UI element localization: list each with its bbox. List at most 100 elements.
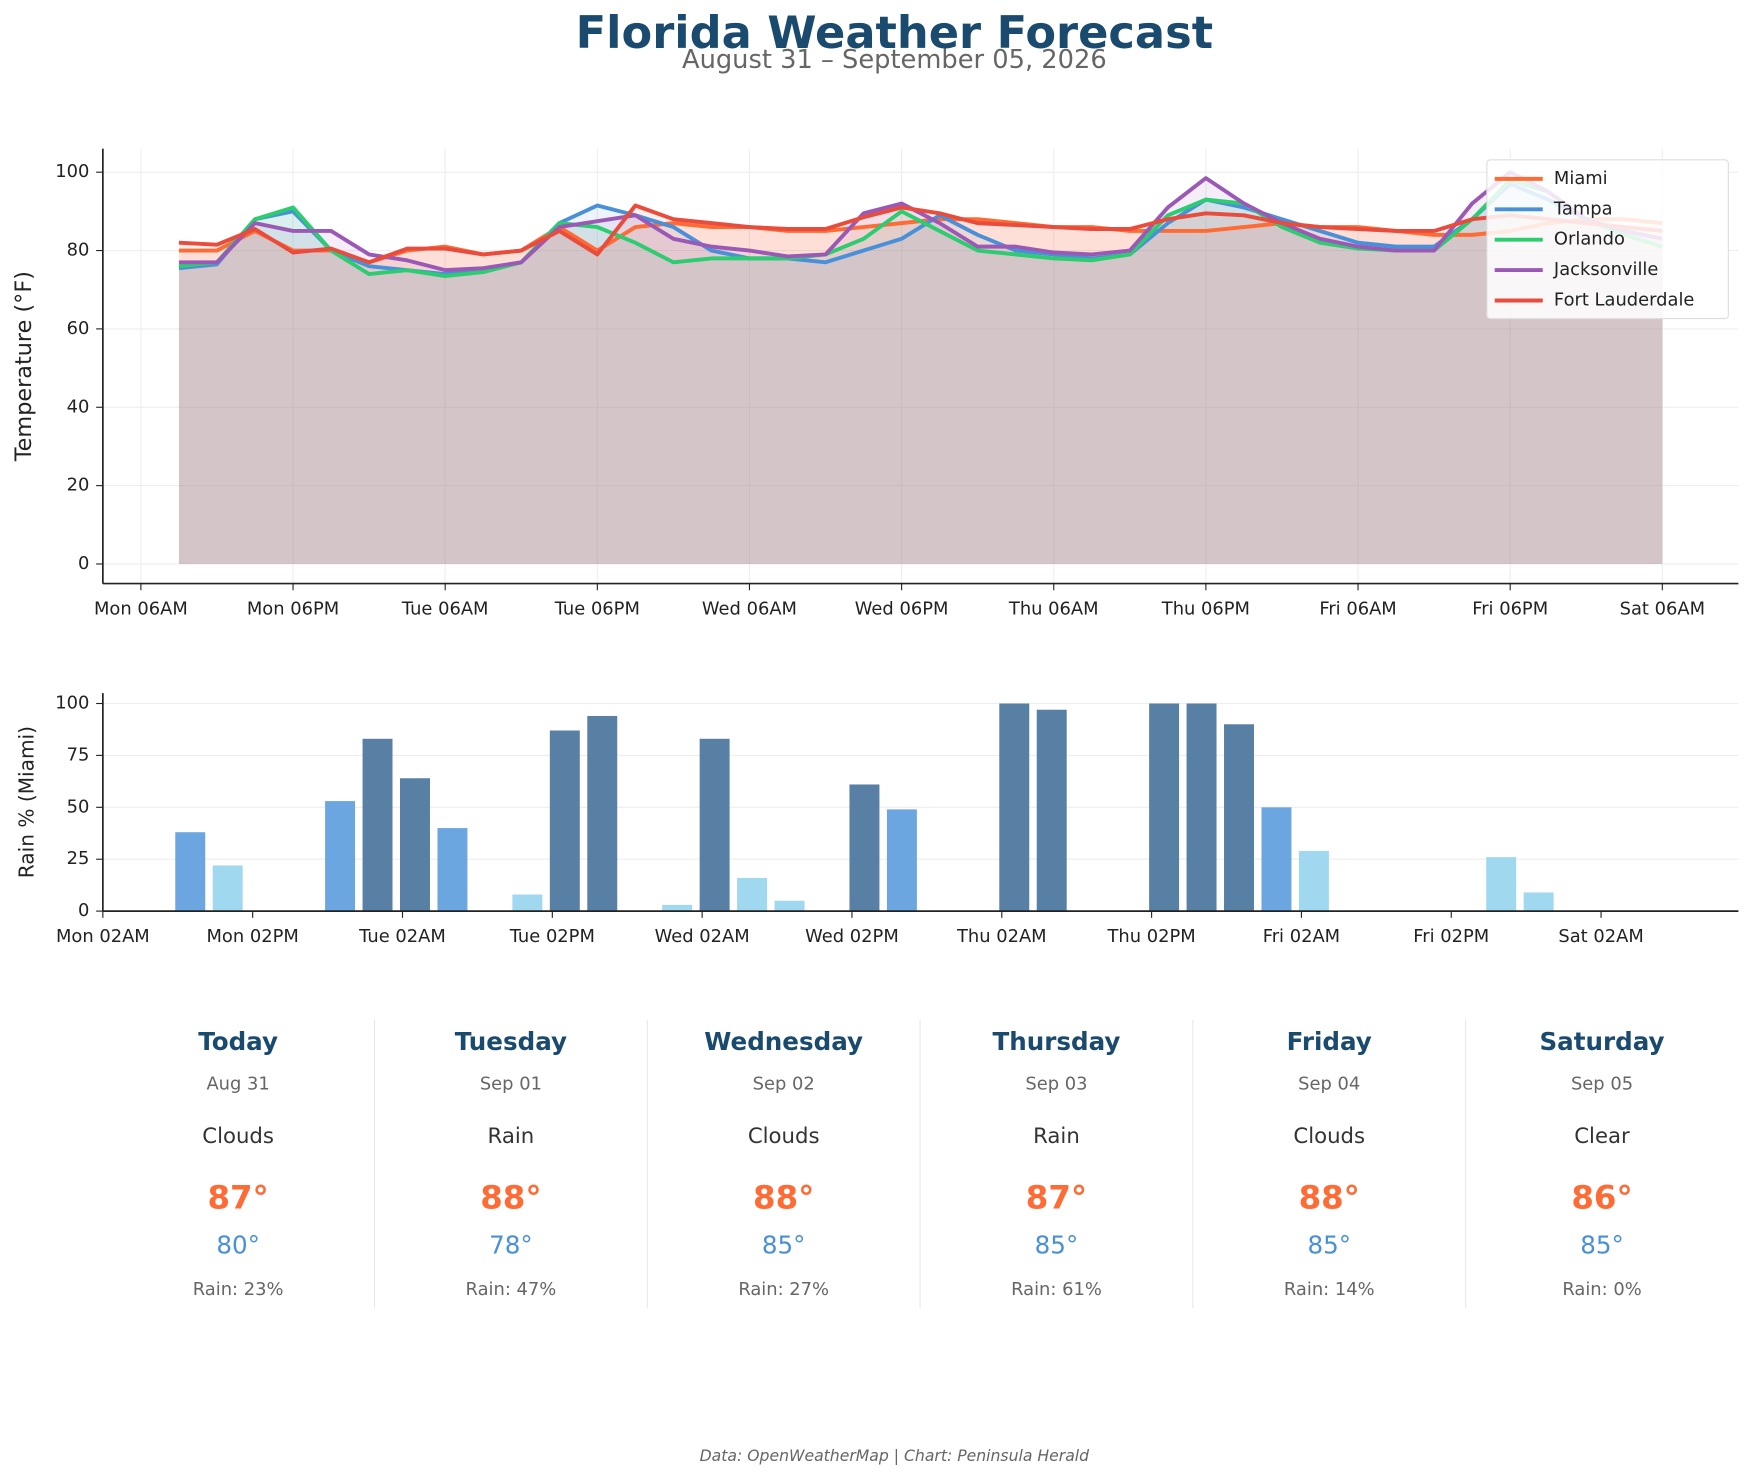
rain-bar bbox=[1224, 724, 1254, 912]
title: Florida Weather Forecast bbox=[576, 6, 1213, 59]
rain-bar bbox=[400, 778, 430, 912]
temp-area bbox=[178, 180, 1663, 564]
temp-area bbox=[178, 172, 1663, 564]
rain-bar bbox=[999, 703, 1030, 912]
rain-bar bbox=[549, 730, 580, 912]
card-low: 85° bbox=[762, 1230, 806, 1259]
card-rain: Rain: 14% bbox=[1284, 1279, 1375, 1300]
legend: Miami Tampa Orlando Jacksonville Fort Lauder… bbox=[1486, 159, 1729, 320]
card-day: Wednesday bbox=[704, 1027, 863, 1056]
y-tick-label: 20 bbox=[67, 475, 90, 496]
rain-bar bbox=[1486, 857, 1517, 912]
y-tick-label: 50 bbox=[67, 796, 90, 817]
x-tick-label: Mon 02PM bbox=[207, 926, 299, 947]
x-tick-label: Mon 06AM bbox=[94, 598, 188, 619]
x-tick-label: Tue 06PM bbox=[554, 598, 640, 619]
card-date: Sep 01 bbox=[480, 1073, 542, 1094]
rain-bar bbox=[1036, 709, 1067, 912]
card-low: 85° bbox=[1580, 1230, 1624, 1259]
card-day: Saturday bbox=[1539, 1027, 1664, 1056]
y-tick-label: 100 bbox=[55, 161, 89, 182]
x-tick-label: Wed 02AM bbox=[655, 926, 750, 947]
rain-bar bbox=[1261, 807, 1292, 912]
y-axis-label: Rain % (Miami) bbox=[14, 726, 38, 878]
x-tick-label: Tue 02AM bbox=[358, 926, 446, 947]
x-tick-label: Wed 06PM bbox=[855, 598, 949, 619]
rain-bar bbox=[662, 904, 693, 912]
card-condition: Clouds bbox=[748, 1124, 820, 1149]
y-tick-label: 100 bbox=[55, 693, 89, 714]
card-rain: Rain: 0% bbox=[1562, 1279, 1641, 1300]
card-day: Friday bbox=[1287, 1027, 1372, 1056]
rain-bar bbox=[774, 900, 805, 912]
rain-bar bbox=[362, 738, 393, 912]
legend-label: Orlando bbox=[1554, 229, 1625, 250]
rain-bar bbox=[587, 715, 618, 912]
temp-line bbox=[178, 203, 1663, 265]
y-tick-label: 40 bbox=[67, 396, 90, 417]
x-tick-label: Mon 02AM bbox=[56, 926, 150, 947]
rain-bar bbox=[512, 894, 543, 912]
card-day: Tuesday bbox=[455, 1027, 567, 1056]
card-condition: Rain bbox=[1033, 1124, 1080, 1149]
card-low: 78° bbox=[489, 1230, 533, 1259]
y-tick-label: 80 bbox=[67, 240, 90, 261]
footer: Data: OpenWeatherMap | Chart: Peninsula … bbox=[700, 1446, 1090, 1465]
x-tick-label: Fri 06PM bbox=[1472, 598, 1548, 619]
card-rain: Rain: 23% bbox=[193, 1279, 284, 1300]
rain-bar bbox=[325, 801, 356, 912]
temp-area bbox=[178, 205, 1663, 564]
legend-label: Miami bbox=[1554, 168, 1608, 189]
card-date: Aug 31 bbox=[206, 1073, 269, 1094]
card-high: 88° bbox=[753, 1179, 814, 1217]
x-tick-label: Thu 02PM bbox=[1106, 926, 1195, 947]
card-day: Today bbox=[198, 1027, 278, 1056]
card-condition: Rain bbox=[488, 1124, 535, 1149]
rain-bar bbox=[175, 832, 206, 912]
card-high: 87° bbox=[207, 1179, 268, 1217]
legend-label: Tampa bbox=[1553, 198, 1613, 219]
card-high: 87° bbox=[1026, 1179, 1087, 1217]
y-tick-label: 25 bbox=[67, 848, 90, 869]
card-low: 85° bbox=[1035, 1230, 1079, 1259]
x-tick-label: Mon 06PM bbox=[247, 598, 339, 619]
legend-label: Jacksonville bbox=[1553, 259, 1658, 280]
y-tick-label: 0 bbox=[78, 553, 89, 574]
x-tick-label: Thu 06PM bbox=[1161, 598, 1250, 619]
x-tick-label: Fri 02AM bbox=[1263, 926, 1340, 947]
card-low: 80° bbox=[216, 1230, 260, 1259]
rain-bar bbox=[437, 828, 468, 912]
card-rain: Rain: 61% bbox=[1011, 1279, 1102, 1300]
x-tick-label: Fri 06AM bbox=[1319, 598, 1396, 619]
legend-box bbox=[1486, 159, 1729, 320]
y-tick-label: 75 bbox=[67, 744, 90, 765]
rain-bar bbox=[886, 809, 917, 912]
card-day: Thursday bbox=[992, 1027, 1120, 1056]
legend-label: Fort Lauderdale bbox=[1554, 290, 1695, 311]
card-condition: Clouds bbox=[1293, 1124, 1365, 1149]
x-tick-label: Thu 02AM bbox=[956, 926, 1047, 947]
card-condition: Clouds bbox=[202, 1124, 274, 1149]
x-tick-label: Thu 06AM bbox=[1008, 598, 1099, 619]
rain-bar bbox=[849, 784, 880, 912]
x-tick-label: Wed 06AM bbox=[702, 598, 797, 619]
card-rain: Rain: 47% bbox=[466, 1279, 557, 1300]
rain-bar bbox=[1523, 892, 1554, 912]
rain-bar bbox=[1298, 850, 1329, 912]
y-tick-label: 0 bbox=[78, 900, 89, 921]
rain-bar bbox=[737, 877, 768, 912]
x-tick-label: Sat 02AM bbox=[1558, 926, 1643, 947]
rain-bar bbox=[1186, 703, 1217, 912]
rain-bar bbox=[212, 865, 243, 912]
card-rain: Rain: 27% bbox=[738, 1279, 829, 1300]
card-date: Sep 05 bbox=[1571, 1073, 1633, 1094]
card-condition: Clear bbox=[1574, 1124, 1630, 1149]
rain-bar bbox=[1149, 703, 1180, 912]
x-tick-label: Tue 06AM bbox=[401, 598, 489, 619]
y-axis-label: Temperature (°F) bbox=[11, 271, 37, 462]
x-tick-label: Fri 02PM bbox=[1413, 926, 1489, 947]
card-high: 88° bbox=[1299, 1179, 1360, 1217]
rain-bar bbox=[699, 738, 730, 912]
x-tick-label: Wed 02PM bbox=[805, 926, 899, 947]
